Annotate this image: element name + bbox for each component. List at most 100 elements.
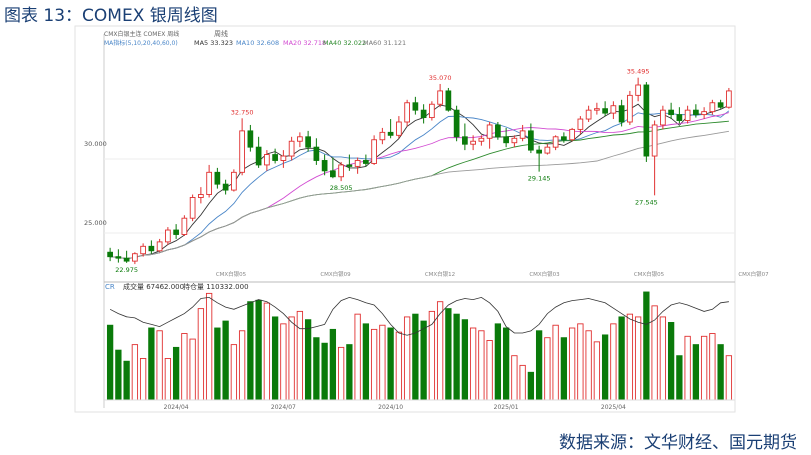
volume-bar — [197, 308, 205, 401]
candle — [404, 99, 410, 127]
candle-body — [206, 171, 212, 195]
x-label-3: 2025/01 — [494, 404, 519, 411]
volume-bar — [403, 316, 411, 401]
gridlines — [104, 158, 735, 234]
volume-bar — [684, 335, 691, 401]
open-interest-line — [109, 296, 729, 336]
volume-bar — [544, 337, 551, 401]
volume-bar — [172, 346, 180, 401]
candle — [305, 130, 311, 152]
candle — [371, 135, 377, 165]
candle — [313, 138, 320, 165]
candle-body — [264, 154, 270, 166]
volume-bar — [486, 340, 493, 401]
candle-body — [272, 154, 278, 161]
candle-body — [313, 146, 320, 161]
candle — [693, 104, 699, 118]
candle — [519, 124, 526, 142]
candle — [643, 82, 650, 162]
candle-body — [561, 136, 567, 141]
volume-bar — [626, 313, 634, 401]
candle — [726, 87, 732, 109]
candle-body — [544, 146, 551, 154]
candle-body — [495, 124, 501, 138]
annotation-6: 22.975 — [115, 266, 138, 274]
candle — [561, 132, 567, 143]
candle — [717, 99, 724, 109]
candle — [264, 150, 270, 171]
y-tick-25: 25.000 — [84, 219, 107, 227]
candle-body — [387, 131, 394, 136]
candle-body — [280, 155, 287, 161]
candle — [453, 105, 460, 142]
volume-bar — [552, 324, 559, 401]
candle-body — [165, 229, 171, 243]
candle-body — [346, 164, 353, 167]
candle — [181, 215, 188, 236]
candle-body — [363, 160, 369, 164]
volume-bar — [230, 344, 238, 401]
volume-bar — [494, 323, 502, 401]
volume-bar — [123, 360, 130, 401]
volume-bar — [502, 327, 510, 401]
candle — [635, 77, 641, 102]
candle-body — [429, 103, 435, 119]
candle — [420, 104, 427, 124]
volume-bar — [362, 323, 370, 401]
volume-bar — [313, 337, 320, 401]
candle — [528, 123, 534, 154]
x-label-0: 2024/04 — [164, 404, 189, 411]
candle-body — [643, 84, 650, 157]
candle — [132, 252, 138, 265]
contract-label-1: CMX白银09 — [320, 270, 351, 278]
volume-value-label: 成交量 67462.000 — [123, 282, 184, 291]
candle-body — [602, 108, 608, 114]
candle — [594, 102, 600, 115]
candle-body — [189, 197, 196, 219]
candle-body — [651, 124, 658, 157]
period-label: 周线 — [214, 29, 228, 38]
volume-bar — [148, 327, 155, 401]
volume-bar — [453, 313, 460, 401]
ma-params-label: MA指标(5,10,20,40,60,0) — [104, 39, 178, 47]
x-label-2: 2024/10 — [378, 404, 403, 411]
volume-bar — [115, 349, 122, 401]
candle — [511, 135, 518, 148]
volume-bar — [288, 316, 295, 401]
candle — [610, 101, 617, 120]
volume-bar — [412, 313, 419, 401]
volume-bar — [725, 355, 733, 401]
volume-bar — [255, 299, 262, 401]
candle-body — [247, 130, 254, 148]
candle — [627, 90, 633, 125]
figure-title: 图表 13：COMEX 银周线图 — [4, 6, 218, 26]
volume-bar — [717, 344, 724, 401]
candle-body — [420, 109, 427, 119]
volume-bar — [667, 322, 675, 401]
candle-body — [231, 171, 237, 191]
candle — [445, 87, 452, 112]
candle-body — [396, 121, 402, 136]
candle-body — [156, 241, 163, 252]
volume-bar — [139, 358, 147, 401]
candle-body — [437, 90, 443, 105]
candle — [288, 136, 295, 161]
candle-body — [577, 118, 584, 130]
candle — [239, 118, 245, 176]
candle-body — [668, 109, 674, 116]
candle-body — [239, 130, 245, 173]
ma5-label: MA5 33.323 — [194, 39, 233, 47]
candle-body — [693, 109, 699, 116]
candle-body — [660, 109, 666, 126]
candle-body — [181, 217, 188, 235]
candle — [536, 145, 542, 172]
volume-bar — [354, 313, 361, 401]
candle-body — [503, 136, 509, 144]
volume-bar — [106, 324, 114, 401]
contract-label-0: CMX白银05 — [216, 270, 247, 278]
candle-body — [486, 124, 493, 139]
candle-body — [321, 160, 328, 172]
candle-body — [297, 136, 303, 142]
volume-bar — [181, 333, 188, 401]
candle — [173, 224, 179, 239]
